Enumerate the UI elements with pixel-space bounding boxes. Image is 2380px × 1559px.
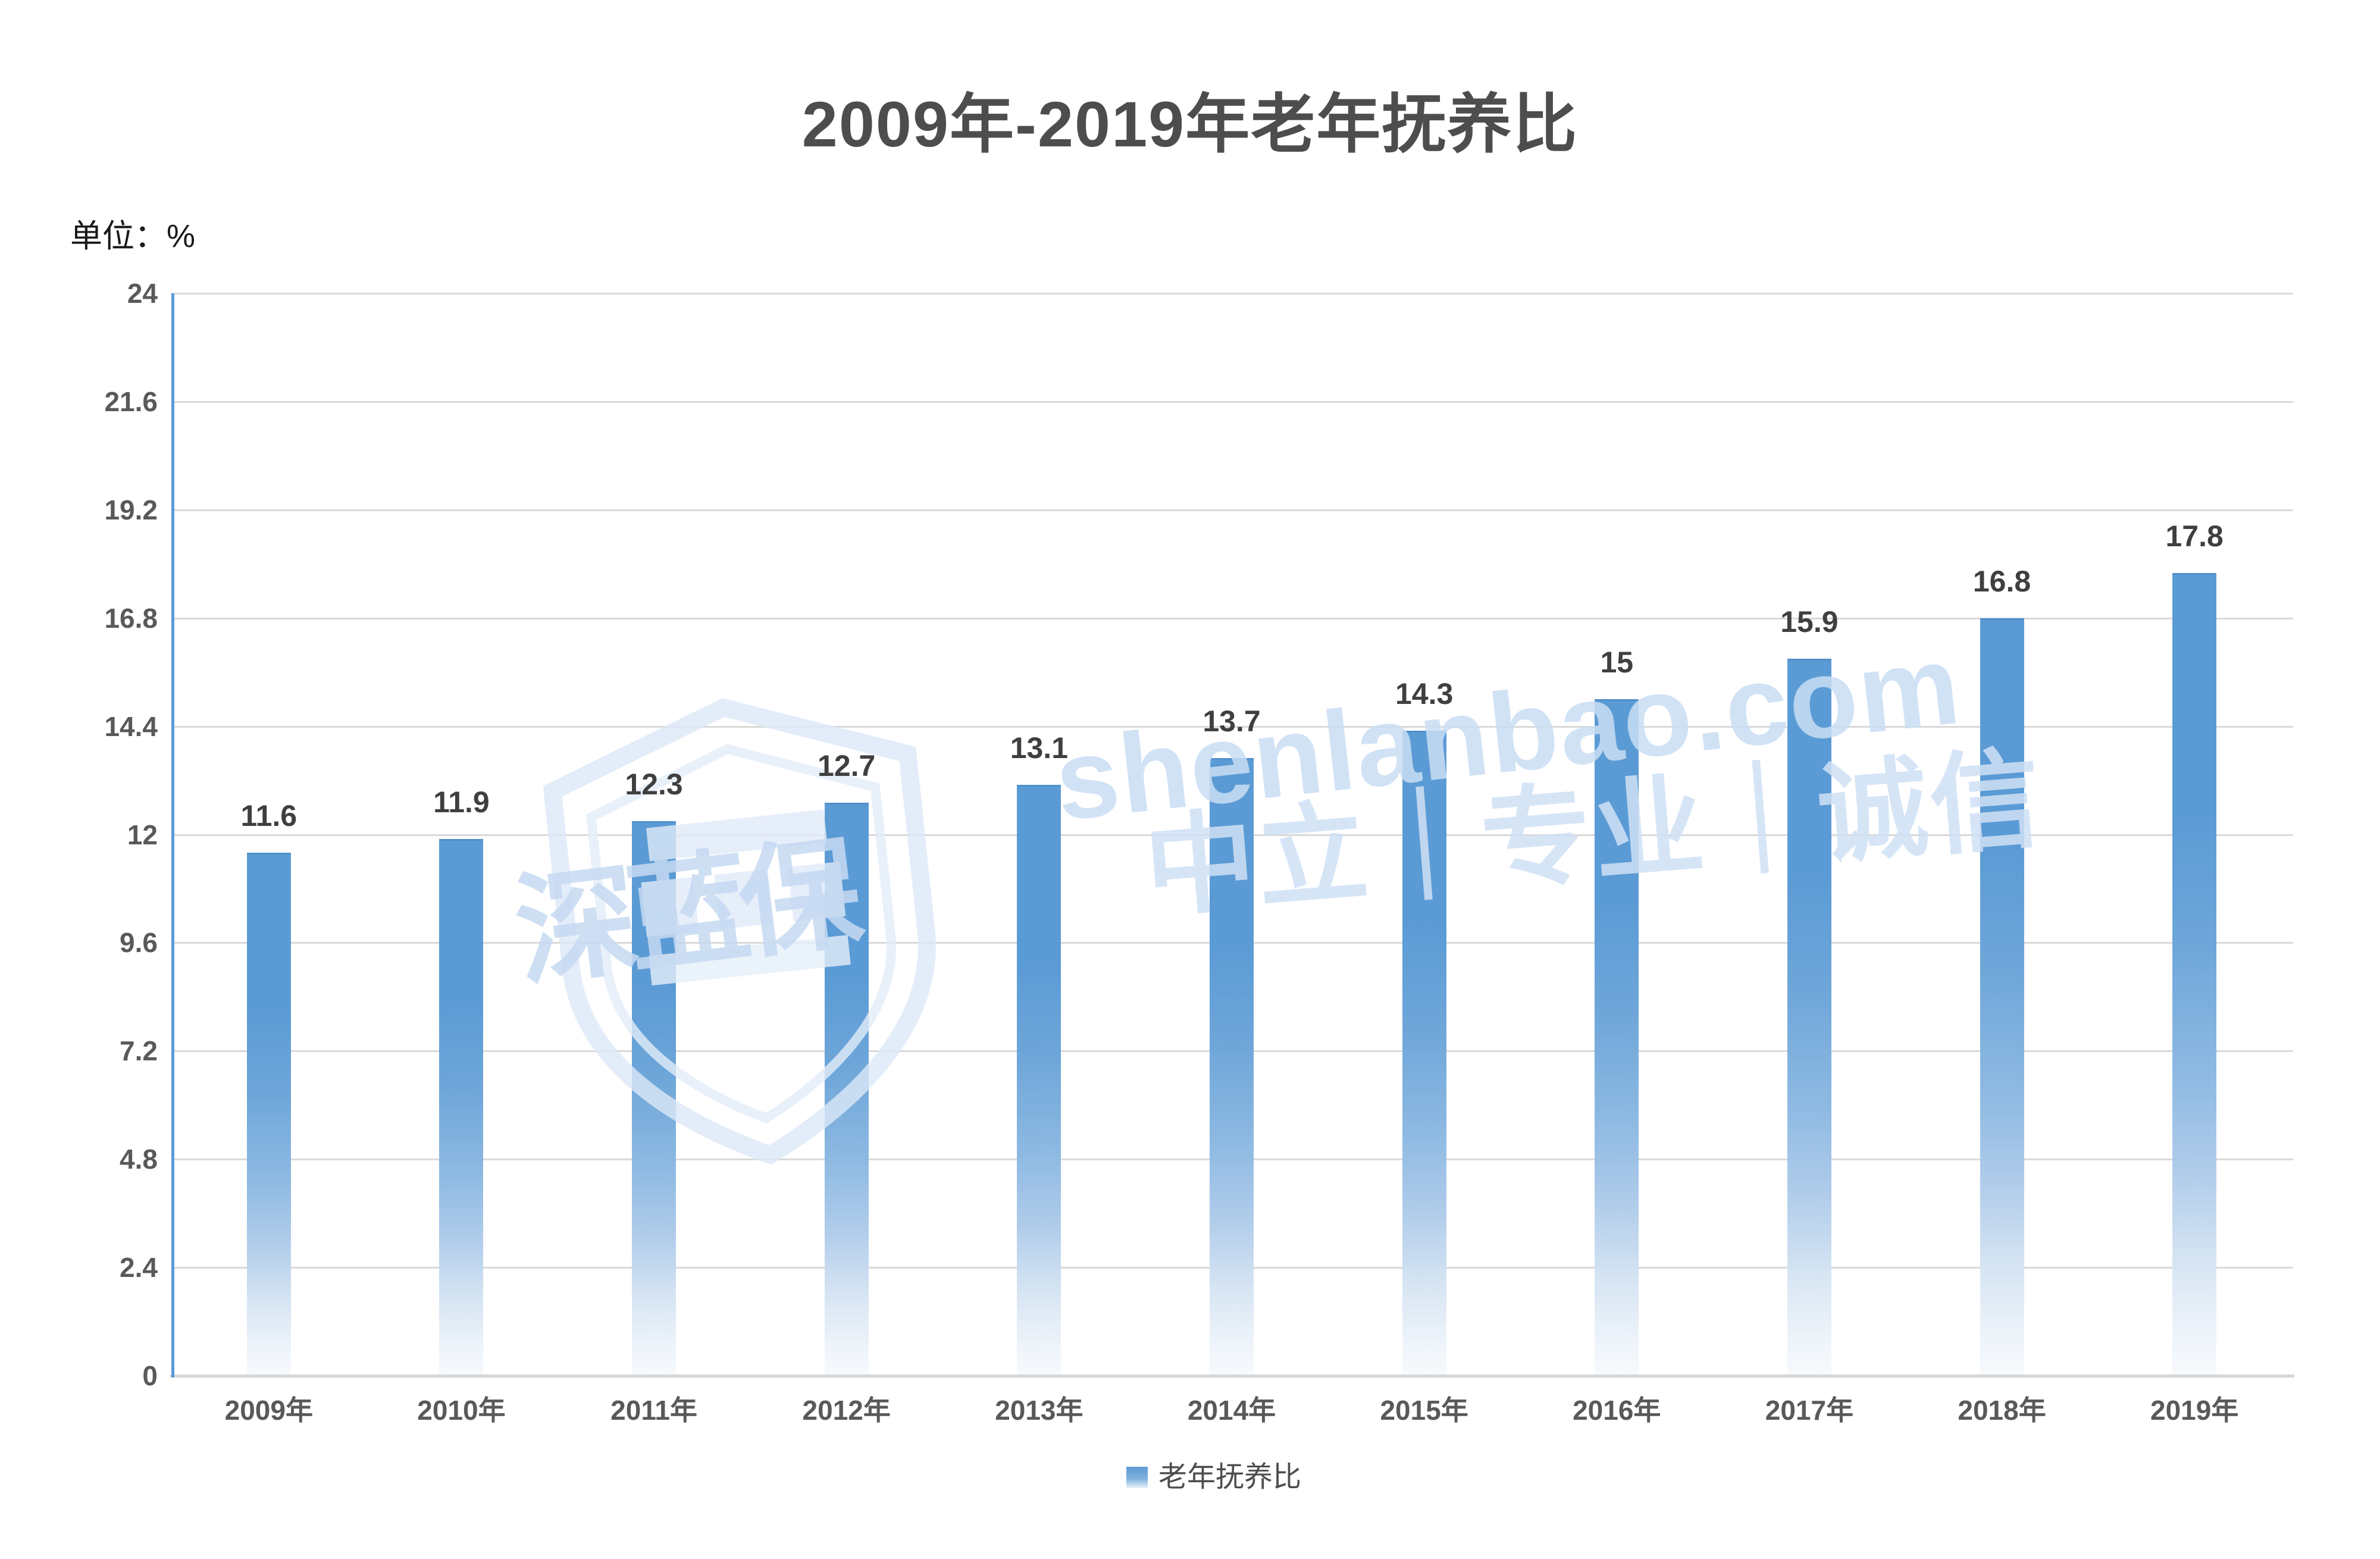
legend: 老年抚养比	[48, 1461, 2380, 1494]
y-axis-tick-label: 7.2	[120, 1035, 158, 1067]
gridline-y-14.4	[171, 725, 2293, 728]
bar-2014年	[1210, 757, 1254, 1376]
x-axis-tick-label-2009年: 2009年	[224, 1395, 313, 1426]
bar-2009年	[246, 852, 291, 1376]
y-axis-tick-label: 21.6	[104, 386, 158, 417]
bar-value-label-2011年: 12.3	[625, 767, 683, 801]
gridline-y-21.6	[171, 400, 2293, 403]
bar-value-label-2015年: 14.3	[1395, 677, 1454, 711]
bar-value-label-2019年: 17.8	[2165, 519, 2224, 553]
bar-value-label-2009年: 11.6	[240, 799, 298, 832]
x-axis-tick-label-2016年: 2016年	[1573, 1395, 1661, 1426]
x-axis-tick-label-2019年: 2019年	[2150, 1395, 2239, 1426]
x-axis-line	[170, 1375, 2294, 1378]
x-axis-tick-label-2017年: 2017年	[1765, 1395, 1854, 1426]
bar-value-label-2013年: 13.1	[1010, 731, 1069, 765]
bar-value-label-2010年: 11.9	[433, 785, 490, 819]
bar-value-label-2017年: 15.9	[1780, 605, 1839, 638]
y-axis-tick-label: 0	[142, 1360, 158, 1391]
bar-2019年	[2172, 572, 2217, 1376]
x-axis-tick-label-2018年: 2018年	[1958, 1395, 2046, 1426]
bar-2018年	[1980, 618, 2024, 1376]
x-axis-tick-label-2015年: 2015年	[1380, 1395, 1468, 1426]
legend-label: 老年抚养比	[1158, 1461, 1301, 1493]
bar-2017年	[1787, 658, 1831, 1376]
x-axis-tick-label-2014年: 2014年	[1187, 1395, 1276, 1426]
bar-2013年	[1017, 785, 1061, 1376]
bar-2016年	[1595, 699, 1639, 1376]
y-axis-tick-label: 9.6	[120, 927, 158, 959]
bar-2015年	[1402, 731, 1446, 1376]
y-axis-tick-label: 16.8	[104, 602, 158, 634]
gridline-y-19.2	[171, 509, 2293, 511]
y-axis-tick-label: 4.8	[120, 1144, 158, 1175]
legend-swatch-icon	[1126, 1467, 1148, 1488]
x-axis-tick-label-2013年: 2013年	[995, 1395, 1083, 1426]
bar-value-label-2012年: 12.7	[818, 749, 876, 783]
x-axis-tick-label-2011年: 2011年	[610, 1395, 697, 1426]
y-axis-tick-label: 24	[127, 278, 158, 309]
y-axis-tick-label: 2.4	[120, 1252, 158, 1283]
bar-value-label-2014年: 13.7	[1202, 704, 1261, 738]
y-axis-tick-label: 12	[127, 819, 158, 850]
y-axis-tick-label: 14.4	[104, 710, 158, 742]
y-axis-tick-label: 19.2	[104, 494, 158, 525]
gridline-y-16.8	[171, 617, 2293, 619]
x-axis-tick-label-2010年: 2010年	[417, 1395, 506, 1426]
bar-value-label-2016年: 15	[1600, 646, 1634, 680]
gridline-y-24	[171, 293, 2293, 295]
bar-2010年	[439, 839, 484, 1376]
bar-value-label-2018年: 16.8	[1972, 564, 2031, 598]
x-axis-tick-label-2012年: 2012年	[802, 1395, 891, 1426]
unit-label: 单位：%	[70, 218, 196, 254]
chart-title: 2009年-2019年老年抚养比	[801, 88, 1579, 160]
y-axis-line	[171, 293, 174, 1378]
